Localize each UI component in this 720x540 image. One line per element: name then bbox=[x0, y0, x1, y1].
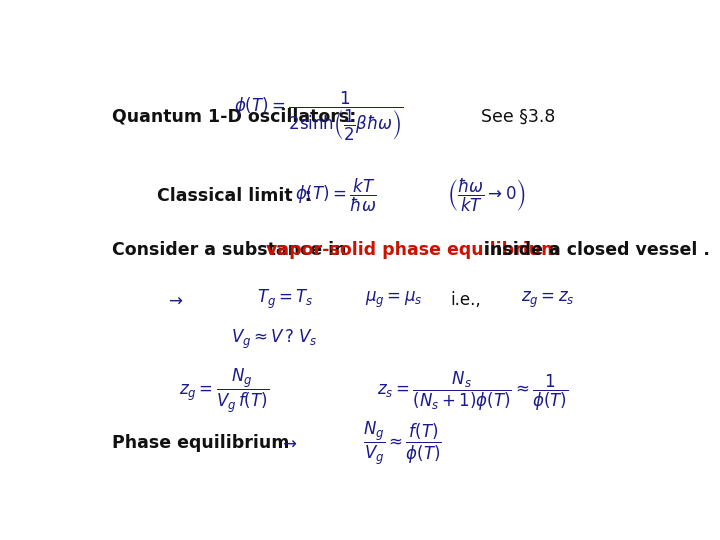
Text: inside a closed vessel .: inside a closed vessel . bbox=[478, 241, 710, 259]
Text: $\left(\dfrac{\hbar\omega}{kT} \to 0\right)$: $\left(\dfrac{\hbar\omega}{kT} \to 0\rig… bbox=[446, 177, 526, 214]
Text: vapor-solid phase equilibrium: vapor-solid phase equilibrium bbox=[266, 241, 559, 259]
Text: Classical limit  :: Classical limit : bbox=[157, 187, 312, 205]
Text: $z_g = \dfrac{N_g}{V_g\,f(T)}$: $z_g = \dfrac{N_g}{V_g\,f(T)}$ bbox=[179, 367, 269, 415]
Text: $z_s = \dfrac{N_s}{(N_s+1)\phi(T)} \approx \dfrac{1}{\phi(T)}$: $z_s = \dfrac{N_s}{(N_s+1)\phi(T)} \appr… bbox=[377, 369, 568, 413]
Text: $\phi(T) = \dfrac{kT}{\hbar\omega}$: $\phi(T) = \dfrac{kT}{\hbar\omega}$ bbox=[294, 177, 377, 214]
Text: $T_g = T_s$: $T_g = T_s$ bbox=[257, 288, 313, 312]
Text: $\rightarrow$: $\rightarrow$ bbox=[279, 434, 297, 452]
Text: $\rightarrow$: $\rightarrow$ bbox=[164, 291, 183, 309]
Text: $\dfrac{N_g}{V_g} \approx \dfrac{f(T)}{\phi(T)}$: $\dfrac{N_g}{V_g} \approx \dfrac{f(T)}{\… bbox=[363, 420, 442, 467]
Text: i.e.,: i.e., bbox=[450, 291, 481, 309]
Text: $\mu_g = \mu_s$: $\mu_g = \mu_s$ bbox=[365, 289, 423, 310]
Text: Phase equilibrium: Phase equilibrium bbox=[112, 434, 289, 452]
Text: $\phi(T) = \dfrac{1}{2\sinh\!\left(\dfrac{1}{2}\beta\hbar\omega\right)}$: $\phi(T) = \dfrac{1}{2\sinh\!\left(\dfra… bbox=[234, 90, 404, 144]
Text: Consider a substance in: Consider a substance in bbox=[112, 241, 353, 259]
Text: Quantum 1-D oscillators:: Quantum 1-D oscillators: bbox=[112, 108, 356, 126]
Text: $V_g \approx V\,{?}\;V_s$: $V_g \approx V\,{?}\;V_s$ bbox=[231, 328, 318, 351]
Text: $z_g = z_s$: $z_g = z_s$ bbox=[521, 289, 575, 310]
Text: See §3.8: See §3.8 bbox=[481, 108, 555, 126]
